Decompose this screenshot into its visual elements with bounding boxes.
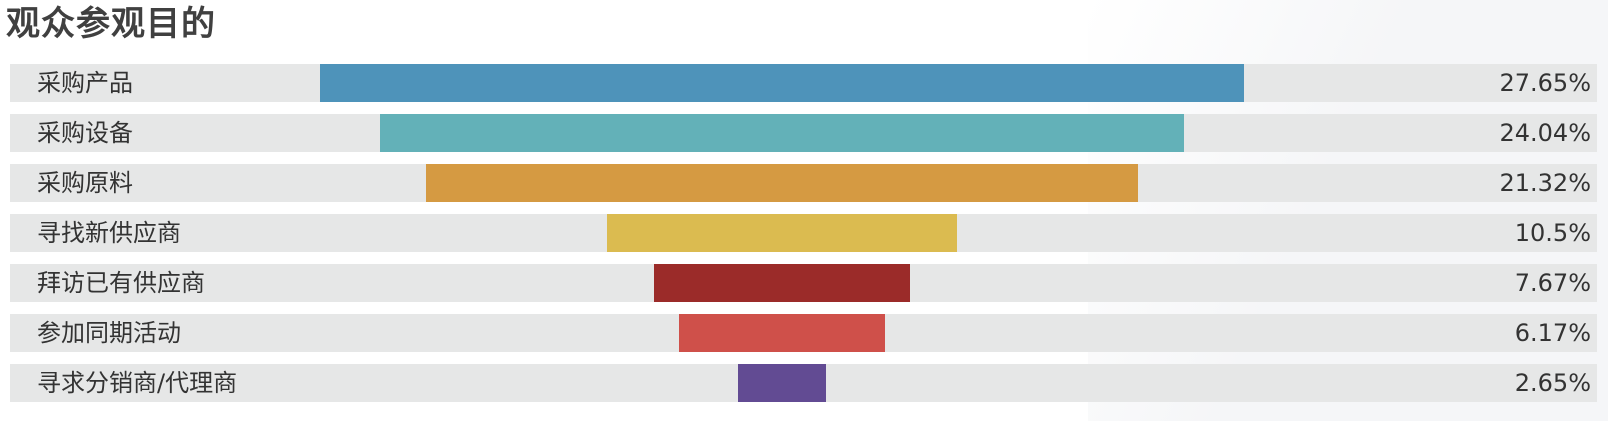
- funnel-row: 参加同期活动 6.17%: [10, 314, 1597, 352]
- chart-title: 观众参观目的: [6, 4, 216, 44]
- funnel-bar: [425, 164, 1139, 202]
- value-label: 10.5%: [1514, 219, 1591, 247]
- category-label: 采购设备: [37, 119, 133, 147]
- funnel-row: 采购原料 21.32%: [10, 164, 1597, 202]
- value-label: 6.17%: [1514, 319, 1591, 347]
- funnel-row: 拜访已有供应商 7.67%: [10, 264, 1597, 302]
- category-label: 寻求分销商/代理商: [37, 369, 238, 397]
- value-label: 27.65%: [1499, 69, 1591, 97]
- funnel-row: 采购设备 24.04%: [10, 114, 1597, 152]
- funnel-bar: [606, 214, 958, 252]
- category-label: 寻找新供应商: [37, 219, 181, 247]
- funnel-row: 寻求分销商/代理商 2.65%: [10, 364, 1597, 402]
- funnel-bar: [737, 364, 827, 402]
- category-label: 参加同期活动: [37, 319, 181, 347]
- funnel-bar: [320, 64, 1244, 102]
- funnel-row: 采购产品 27.65%: [10, 64, 1597, 102]
- funnel-bar: [653, 264, 911, 302]
- category-label: 拜访已有供应商: [37, 269, 205, 297]
- value-label: 7.67%: [1514, 269, 1591, 297]
- value-label: 21.32%: [1499, 169, 1591, 197]
- funnel-bar: [380, 114, 1184, 152]
- value-label: 2.65%: [1514, 369, 1591, 397]
- funnel-chart: 采购产品 27.65% 采购设备 24.04% 采购原料 21.32% 寻找新供应商 10.5…: [10, 64, 1597, 414]
- value-label: 24.04%: [1499, 119, 1591, 147]
- funnel-bar: [678, 314, 886, 352]
- category-label: 采购产品: [37, 69, 133, 97]
- funnel-row: 寻找新供应商 10.5%: [10, 214, 1597, 252]
- category-label: 采购原料: [37, 169, 133, 197]
